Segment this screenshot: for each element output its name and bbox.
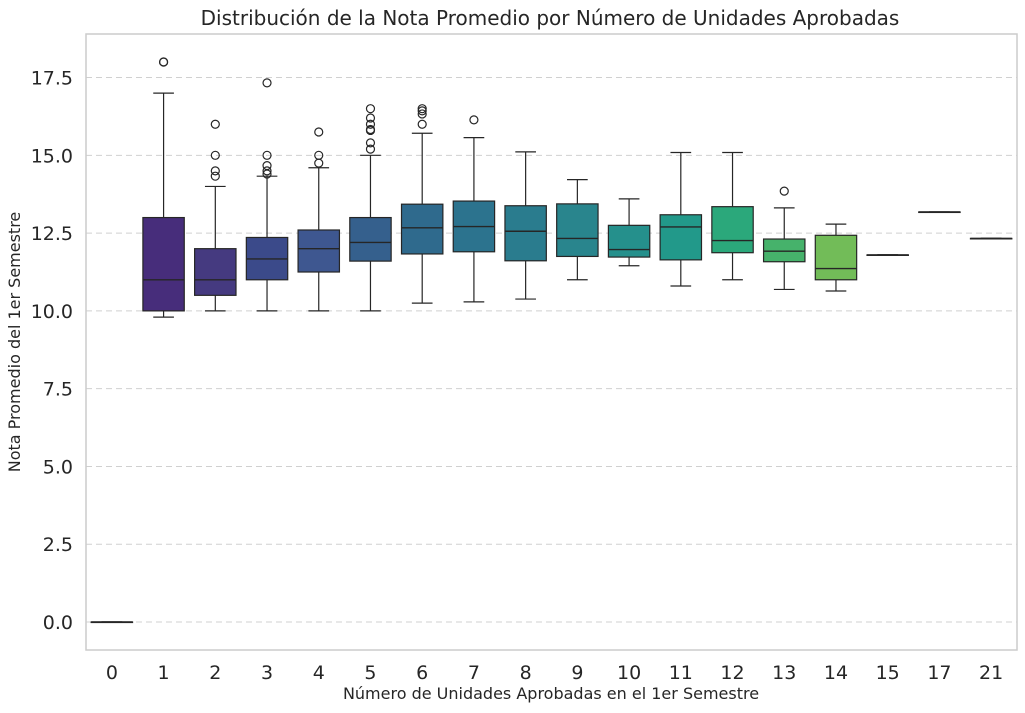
box-group-6 <box>400 104 444 304</box>
x-tick-label: 11 <box>669 662 693 684</box>
y-tick-label: 2.5 <box>43 534 73 556</box>
x-tick-label: 15 <box>876 662 900 684</box>
outlier-point <box>365 124 376 135</box>
outlier-point <box>262 78 272 88</box>
x-tick-label: 9 <box>571 662 583 684</box>
box-group-0 <box>90 621 134 624</box>
outlier-point <box>417 104 427 114</box>
outlier-point <box>210 171 220 181</box>
box-iqr <box>504 205 547 262</box>
x-tick-label: 10 <box>617 662 641 684</box>
x-tick-label: 7 <box>468 662 480 684</box>
box-group-7 <box>452 115 496 303</box>
plot-frame <box>85 33 1018 651</box>
outlier-point <box>417 109 427 119</box>
y-tick-label: 0.0 <box>43 612 73 634</box>
grid-lines <box>86 77 1017 623</box>
x-tick-label: 12 <box>720 662 744 684</box>
box-group-21 <box>969 237 1013 240</box>
box-iqr <box>659 214 703 261</box>
x-tick-label: 17 <box>927 662 951 684</box>
box-group-13 <box>762 186 806 291</box>
x-axis-label: Número de Unidades Aprobadas en el 1er S… <box>343 684 759 703</box>
x-tick-label: 14 <box>824 662 848 684</box>
outlier-point <box>365 113 376 123</box>
box-iqr <box>349 216 392 262</box>
x-axis-ticks: 0 1 2 3 4 5 6 7 8 9 10 11 12 13 14 15 17 21 <box>106 662 1003 684</box>
outlier-point <box>469 115 479 125</box>
outlier-point <box>262 166 272 176</box>
outlier-point <box>417 119 427 129</box>
box-group-11 <box>659 151 703 287</box>
x-tick-label: 2 <box>209 662 221 684</box>
y-tick-label: 7.5 <box>43 379 73 401</box>
box-group-1 <box>142 57 185 318</box>
chart-title: Distribución de la Nota Promedio por Núm… <box>201 6 900 30</box>
outlier-point <box>210 166 220 176</box>
box-group-10 <box>607 198 651 267</box>
box-iqr <box>142 216 185 312</box>
box-iqr <box>297 229 341 273</box>
outlier-point <box>262 161 272 171</box>
outlier-point <box>158 57 169 67</box>
box-iqr <box>194 248 237 296</box>
x-tick-label: 0 <box>106 662 118 684</box>
outlier-point <box>210 119 220 129</box>
box-iqr <box>556 203 599 258</box>
box-iqr <box>400 203 444 255</box>
x-tick-label: 8 <box>520 662 532 684</box>
box-iqr <box>607 224 651 258</box>
outlier-point <box>314 150 324 160</box>
outlier-point <box>210 150 220 160</box>
outlier-point <box>365 119 376 129</box>
box-layer <box>90 57 1013 624</box>
box-group-9 <box>556 179 599 281</box>
outlier-point <box>262 150 272 160</box>
box-group-12 <box>711 151 754 281</box>
y-tick-label: 15.0 <box>31 145 73 167</box>
y-tick-label: 10.0 <box>31 301 73 323</box>
x-tick-label: 1 <box>158 662 170 684</box>
box-group-14 <box>814 223 858 292</box>
box-group-15 <box>866 254 909 256</box>
outlier-point <box>365 144 376 154</box>
box-group-4 <box>297 127 341 312</box>
box-iqr <box>814 234 858 281</box>
y-tick-label: 12.5 <box>31 223 73 245</box>
box-group-5 <box>349 104 392 312</box>
box-iqr <box>762 238 806 263</box>
box-group-17 <box>918 211 961 214</box>
box-group-2 <box>194 119 237 312</box>
box-group-3 <box>245 78 289 312</box>
y-tick-label: 5.0 <box>43 456 73 478</box>
box-group-8 <box>504 151 547 300</box>
box-iqr <box>711 206 754 254</box>
y-axis-label: Nota Promedio del 1er Semestre <box>5 212 24 473</box>
x-tick-label: 6 <box>416 662 428 684</box>
outlier-point <box>779 186 789 196</box>
outlier-point <box>314 158 324 168</box>
x-tick-label: 21 <box>979 662 1003 684</box>
y-axis-ticks: 0.0 2.5 5.0 7.5 10.0 12.5 15.0 17.5 <box>31 68 73 634</box>
outlier-point <box>365 138 376 148</box>
x-tick-label: 13 <box>772 662 796 684</box>
x-tick-label: 3 <box>261 662 273 684</box>
x-tick-label: 4 <box>313 662 325 684</box>
outlier-point <box>314 127 324 137</box>
y-tick-label: 17.5 <box>31 68 73 90</box>
outlier-point <box>365 104 376 114</box>
x-tick-label: 5 <box>364 662 376 684</box>
